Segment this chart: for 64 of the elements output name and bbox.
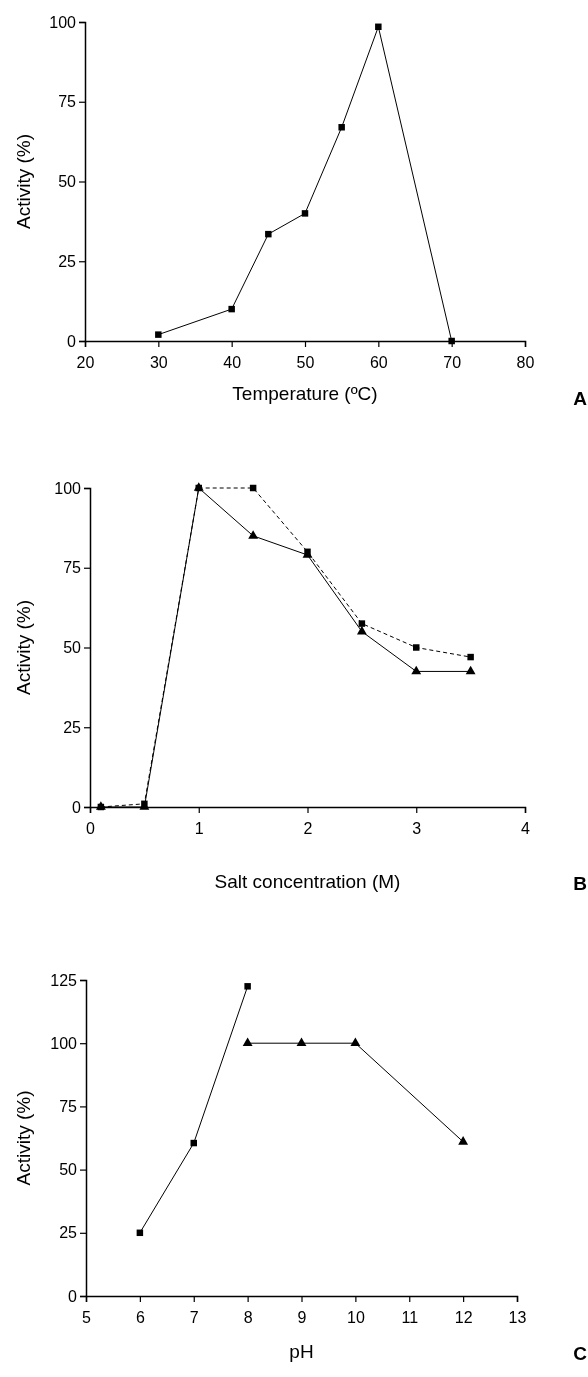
- y-tick-label: 0: [68, 1287, 78, 1305]
- x-tick-label: 8: [243, 1308, 253, 1326]
- point: [228, 305, 235, 313]
- y-tick-label: 125: [50, 971, 78, 989]
- x-axis-title: Temperature (ºC): [232, 383, 378, 404]
- y-tick-label: 100: [50, 1034, 78, 1052]
- y-tick-label: 50: [58, 173, 77, 191]
- text: A: [573, 388, 588, 409]
- y-tick-label: 0: [67, 332, 77, 350]
- y-tick-label: 25: [59, 1224, 78, 1242]
- y-tick-label: 50: [63, 639, 82, 657]
- text: C: [573, 1343, 588, 1364]
- point: [350, 1037, 361, 1047]
- y-axis-title: Activity (%): [13, 1090, 34, 1186]
- point: [458, 1136, 469, 1145]
- x-tick-label: 2: [303, 819, 313, 837]
- x-tick-label: 10: [346, 1308, 365, 1326]
- y-tick-label: 100: [54, 479, 82, 497]
- y-tick-label: 0: [72, 798, 82, 816]
- x-tick-label: 7: [189, 1308, 199, 1326]
- point: [265, 230, 272, 238]
- x-axis-title: pH: [289, 1341, 314, 1362]
- point: [248, 530, 259, 539]
- y-tick-label: 75: [59, 1098, 78, 1116]
- x-tick-label: 40: [223, 353, 242, 371]
- point: [356, 625, 367, 635]
- x-tick-label: 30: [149, 353, 168, 371]
- x-axis-title: Salt concentration (M): [214, 871, 401, 892]
- point: [467, 653, 474, 661]
- x-tick-label: 80: [516, 353, 535, 371]
- point: [413, 644, 420, 651]
- x-tick-label: 20: [76, 353, 95, 371]
- point: [375, 23, 382, 31]
- text: B: [573, 873, 587, 894]
- x-tick-label: 4: [521, 819, 531, 837]
- x-tick-label: 60: [369, 353, 388, 371]
- y-tick-label: 75: [63, 559, 82, 577]
- x-tick-label: 11: [401, 1308, 419, 1326]
- y-axis-title: Activity (%): [13, 134, 34, 229]
- x-tick-label: 12: [454, 1308, 473, 1326]
- x-tick-label: 9: [297, 1308, 307, 1326]
- point: [338, 124, 345, 131]
- y-tick-label: 50: [59, 1161, 78, 1179]
- point: [242, 1037, 253, 1047]
- x-tick-label: 6: [135, 1308, 145, 1326]
- point: [411, 665, 422, 675]
- point: [155, 331, 162, 338]
- point: [465, 665, 476, 675]
- y-tick-label: 25: [63, 718, 82, 736]
- y-tick-label: 75: [58, 93, 77, 111]
- y-axis-title: Activity (%): [13, 600, 34, 695]
- x-tick-label: 70: [443, 353, 462, 371]
- y-tick-label: 25: [58, 252, 77, 270]
- point: [358, 620, 366, 627]
- x-tick-label: 5: [82, 1308, 92, 1326]
- point: [301, 210, 309, 217]
- x-tick-label: 3: [412, 819, 422, 837]
- y-tick-label: 100: [49, 13, 77, 31]
- point: [244, 983, 251, 990]
- point: [296, 1037, 307, 1047]
- x-tick-label: 1: [194, 819, 204, 837]
- x-tick-label: 50: [296, 353, 315, 371]
- x-tick-label: 13: [508, 1308, 527, 1326]
- x-tick-label: 0: [86, 819, 96, 837]
